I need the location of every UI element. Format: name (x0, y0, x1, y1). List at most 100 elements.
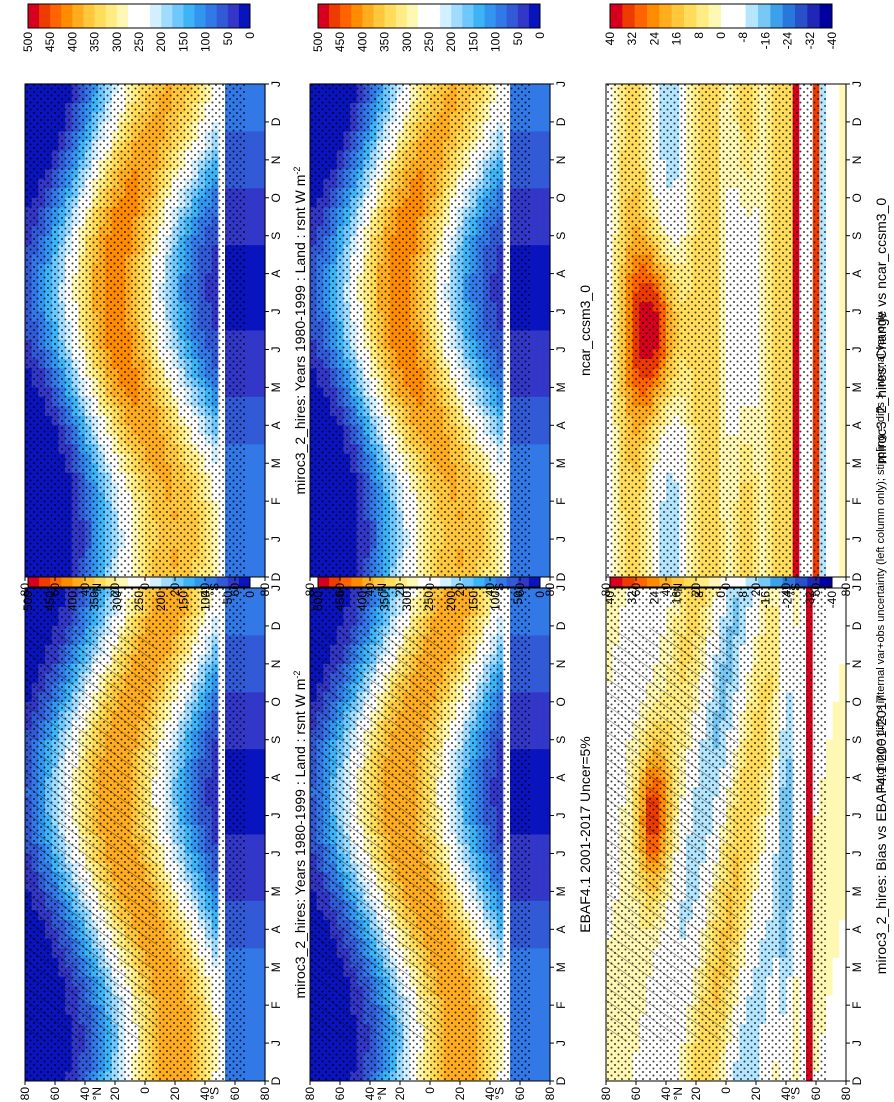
heatmap-cell (251, 957, 259, 968)
colorbar-label: 100 (199, 32, 213, 52)
heatmap-cell (245, 377, 253, 388)
heatmap-cell (245, 767, 253, 778)
heatmap-cell (251, 301, 259, 312)
heatmap-cell (245, 1061, 253, 1072)
heatmap-cell (536, 1070, 544, 1081)
heatmap-cell (251, 881, 259, 892)
heatmap-cell (251, 178, 259, 189)
heatmap-cell (245, 833, 253, 844)
heatmap-cell (245, 928, 253, 939)
heatmap-cell (245, 415, 253, 426)
heatmap-cell (536, 1023, 544, 1034)
heatmap-cell (258, 852, 266, 863)
heatmap-cell (251, 758, 259, 769)
heatmap-cell (258, 976, 266, 987)
heatmap-cell (251, 814, 259, 826)
heatmap-cell (245, 557, 253, 568)
heatmap-cell (251, 976, 259, 987)
heatmap-cell (245, 225, 253, 236)
heatmap-cell (245, 244, 253, 255)
heatmap-cell (536, 852, 544, 863)
heatmap-cell (245, 367, 253, 378)
y-label-south: °S (208, 583, 222, 596)
heatmap-cell (245, 386, 253, 397)
heatmap-cell (245, 1070, 253, 1081)
heatmap-cell (245, 1014, 253, 1025)
heatmap-cell (251, 995, 259, 1006)
heatmap-cell (251, 472, 259, 483)
colorbar-swatch (183, 4, 195, 28)
heatmap-cell (245, 1051, 253, 1063)
heatmap-cell (251, 852, 259, 863)
heatmap-cell (251, 244, 259, 255)
heatmap-cell (251, 396, 259, 407)
heatmap-cell (258, 919, 266, 930)
heatmap-cell (245, 890, 253, 901)
heatmap-cell (245, 206, 253, 217)
heatmap-cell (251, 254, 259, 265)
heatmap-cell (258, 1004, 266, 1015)
heatmap-cell (245, 644, 253, 655)
heatmap-cell (251, 538, 259, 549)
heatmap-cell (245, 462, 253, 473)
x-tick-label: D (269, 621, 283, 630)
heatmap-cell (258, 881, 266, 892)
colorbar-label: 500 (21, 32, 35, 52)
x-tick-label: O (269, 697, 283, 706)
heatmap-cell (245, 83, 253, 94)
heatmap-cell (245, 1023, 253, 1034)
heatmap-cell (251, 358, 259, 369)
heatmap-cell (251, 453, 259, 464)
heatmap-cell (245, 938, 253, 949)
heatmap-cell (258, 862, 266, 873)
heatmap-cell (245, 919, 253, 930)
x-tick-label: O (269, 193, 283, 202)
y-tick-label: 20 (108, 583, 122, 597)
heatmap-cell (251, 310, 259, 322)
heatmap-cell (530, 1042, 538, 1053)
colorbar-label: 400 (65, 32, 79, 52)
heatmap-cell (245, 358, 253, 369)
x-tick-label: J (269, 81, 283, 87)
heatmap-cell (245, 966, 253, 977)
x-tick-label: N (269, 660, 283, 669)
heatmap-cell (251, 795, 259, 807)
colorbar-swatch (150, 4, 162, 28)
heatmap-cell (530, 995, 538, 1006)
heatmap-cell (245, 710, 253, 721)
heatmap-cell (251, 871, 259, 882)
colorbar-label: 300 (110, 32, 124, 52)
heatmap-cell (536, 919, 544, 930)
x-tick-label: J (269, 1040, 283, 1046)
heatmap-cell (245, 995, 253, 1006)
heatmap-cell (245, 216, 253, 227)
heatmap-cell (536, 1042, 544, 1053)
heatmap-cell (251, 833, 259, 844)
panel-title: miroc3_2_hires: Years 1980-1999 : Land :… (292, 167, 308, 495)
heatmap-cell (245, 92, 253, 103)
heatmap-cell (251, 729, 259, 740)
heatmap-cell (258, 843, 266, 854)
heatmap-cell (536, 881, 544, 892)
colorbar-swatch (161, 4, 173, 28)
heatmap-cell (245, 566, 253, 577)
heatmap-cell (251, 862, 259, 873)
colorbar-swatch (50, 4, 62, 28)
hatching-overlay (25, 627, 157, 1042)
colorbar-swatch (216, 4, 229, 28)
heatmap-cell (251, 481, 259, 492)
colorbar-label: 50 (221, 32, 235, 46)
heatmap-cell (245, 862, 253, 873)
y-label-south: °S (208, 1087, 222, 1100)
heatmap-cell (536, 966, 544, 977)
heatmap-cell (258, 909, 266, 920)
heatmap-cell (530, 938, 538, 949)
heatmap-cell (251, 500, 259, 511)
heatmap-cell (251, 1070, 259, 1081)
y-tick-label: 80 (18, 583, 32, 597)
heatmap-cell (251, 663, 259, 674)
heatmap-cell (251, 606, 259, 617)
heatmap-cell (245, 529, 253, 540)
